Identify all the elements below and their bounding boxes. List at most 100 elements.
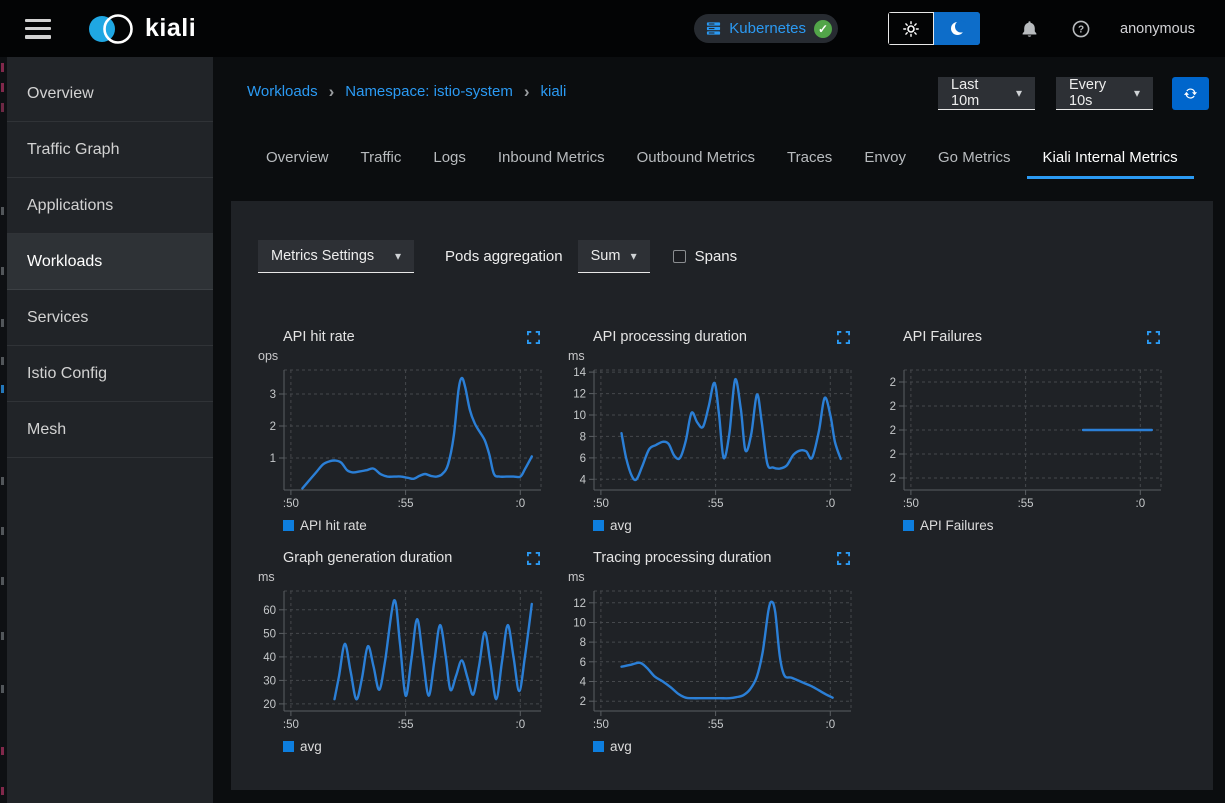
metrics-settings-dropdown[interactable]: Metrics Settings ▾ (258, 240, 414, 273)
chart-header: API hit rate (258, 327, 546, 347)
svg-text:4: 4 (580, 677, 587, 689)
chevron-down-icon: ▾ (1134, 86, 1140, 100)
refresh-button[interactable] (1172, 77, 1209, 110)
brand-name: kiali (145, 14, 196, 43)
metrics-settings-label: Metrics Settings (271, 248, 374, 264)
svg-text:8: 8 (580, 431, 586, 443)
tab-logs[interactable]: Logs (417, 140, 482, 179)
expand-icon[interactable] (527, 331, 540, 344)
sidebar-item-services[interactable]: Services (0, 290, 213, 346)
cluster-dropdown[interactable]: Kubernetes ✓ (694, 14, 838, 43)
pods-aggregation-select[interactable]: Sum ▾ (578, 240, 650, 273)
sidebar-item-applications[interactable]: Applications (0, 178, 213, 234)
legend-label: API hit rate (300, 518, 367, 533)
legend-item-api-failures[interactable]: API Failures (903, 518, 994, 533)
legend-swatch-icon (283, 741, 294, 752)
dark-theme-button[interactable] (934, 12, 980, 45)
chart-legend: API hit rate (258, 514, 546, 536)
tab-go-metrics[interactable]: Go Metrics (922, 140, 1027, 179)
breadcrumb-link-namespace-istio-system[interactable]: Namespace: istio-system (345, 83, 513, 100)
duration-select[interactable]: Last 10m ▾ (938, 77, 1035, 110)
tab-inbound-metrics[interactable]: Inbound Metrics (482, 140, 621, 179)
legend-label: avg (300, 739, 322, 754)
svg-text::55: :55 (398, 719, 414, 731)
svg-text:2: 2 (890, 425, 896, 437)
theme-toggle (888, 12, 980, 45)
sidebar-item-istio-config[interactable]: Istio Config (0, 346, 213, 402)
spans-checkbox[interactable] (673, 250, 686, 263)
help-button[interactable]: ? (1072, 20, 1090, 38)
expand-icon[interactable] (837, 331, 850, 344)
time-toolbar: Last 10m ▾ Every 10s ▾ (938, 77, 1209, 110)
tab-overview[interactable]: Overview (250, 140, 345, 179)
sidebar-nav: Overview Traffic GraphApplicationsWorkloa… (0, 57, 213, 803)
cluster-label: Kubernetes (729, 20, 806, 37)
legend-item-api-hit-rate[interactable]: API hit rate (283, 518, 367, 533)
svg-text:8: 8 (580, 637, 586, 649)
tab-traces[interactable]: Traces (771, 140, 848, 179)
svg-text:2: 2 (580, 696, 586, 708)
spans-toggle[interactable]: Spans (673, 248, 738, 265)
notifications-button[interactable] (1021, 20, 1038, 38)
chevron-right-icon: › (329, 83, 335, 100)
chevron-right-icon: › (524, 83, 530, 100)
chart-title: API processing duration (593, 329, 747, 345)
svg-text:10: 10 (573, 618, 586, 630)
chart-card-api-failures: API Failures 22222:50:55:0API Failures (878, 327, 1166, 536)
refresh-interval-value: Every 10s (1069, 77, 1124, 109)
expand-icon[interactable] (527, 552, 540, 565)
svg-text::0: :0 (1136, 498, 1146, 510)
legend-item-avg[interactable]: avg (593, 739, 632, 754)
kiali-logo-icon (87, 13, 136, 45)
pods-aggregation-label: Pods aggregation (445, 248, 563, 265)
chart-plot-area[interactable]: 2030405060:50:55:0 (258, 585, 546, 735)
question-circle-icon: ? (1072, 20, 1090, 38)
background-page-sliver (0, 57, 7, 803)
chart-plot-area[interactable]: 468101214:50:55:0 (568, 364, 856, 514)
masthead-right: Kubernetes ✓ (694, 12, 1195, 45)
bell-icon (1021, 20, 1038, 38)
content-header: Workloads›Namespace: istio-system›kiali … (213, 57, 1225, 110)
svg-text:50: 50 (263, 628, 276, 640)
svg-text:?: ? (1078, 24, 1084, 35)
sidebar-item-mesh[interactable]: Mesh (0, 402, 213, 458)
chart-plot-area[interactable]: 24681012:50:55:0 (568, 585, 856, 735)
chart-title: API Failures (903, 329, 982, 345)
chart-plot-area[interactable]: 22222:50:55:0 (878, 364, 1166, 514)
svg-text::50: :50 (283, 719, 299, 731)
sidebar-item-traffic-graph[interactable]: Traffic Graph (0, 122, 213, 178)
metrics-controls: Metrics Settings ▾ Pods aggregation Sum … (231, 201, 1213, 273)
duration-select-value: Last 10m (951, 77, 1006, 109)
light-theme-button[interactable] (888, 12, 934, 45)
svg-text:2: 2 (890, 377, 896, 389)
expand-icon[interactable] (837, 552, 850, 565)
svg-text::55: :55 (708, 498, 724, 510)
chart-unit-label (878, 348, 1166, 364)
kiali-logo[interactable]: kiali (87, 13, 196, 45)
svg-text::0: :0 (516, 719, 526, 731)
svg-text:3: 3 (270, 389, 276, 401)
sidebar-item-label: Overview (27, 85, 94, 103)
cluster-icon (706, 21, 721, 36)
legend-item-avg[interactable]: avg (283, 739, 322, 754)
tab-outbound-metrics[interactable]: Outbound Metrics (621, 140, 771, 179)
moon-icon (949, 20, 966, 37)
user-menu[interactable]: anonymous (1120, 21, 1195, 37)
expand-icon[interactable] (1147, 331, 1160, 344)
refresh-interval-select[interactable]: Every 10s ▾ (1056, 77, 1153, 110)
chart-unit-label: ms (568, 348, 856, 364)
chart-header: Graph generation duration (258, 548, 546, 568)
chart-plot-area[interactable]: 123:50:55:0 (258, 364, 546, 514)
tab-envoy[interactable]: Envoy (848, 140, 922, 179)
sidebar-item-workloads[interactable]: Workloads (0, 234, 213, 290)
sidebar-item-overview[interactable]: Overview (0, 66, 213, 122)
legend-item-avg[interactable]: avg (593, 518, 632, 533)
breadcrumb-link-workloads[interactable]: Workloads (247, 83, 318, 100)
hamburger-menu-button[interactable] (25, 19, 51, 39)
tab-traffic[interactable]: Traffic (345, 140, 418, 179)
svg-text:12: 12 (573, 389, 586, 401)
breadcrumb-link-kiali[interactable]: kiali (541, 83, 567, 100)
svg-text:6: 6 (580, 453, 586, 465)
sidebar-item-label: Istio Config (27, 365, 107, 383)
tab-kiali-internal-metrics[interactable]: Kiali Internal Metrics (1027, 140, 1194, 179)
